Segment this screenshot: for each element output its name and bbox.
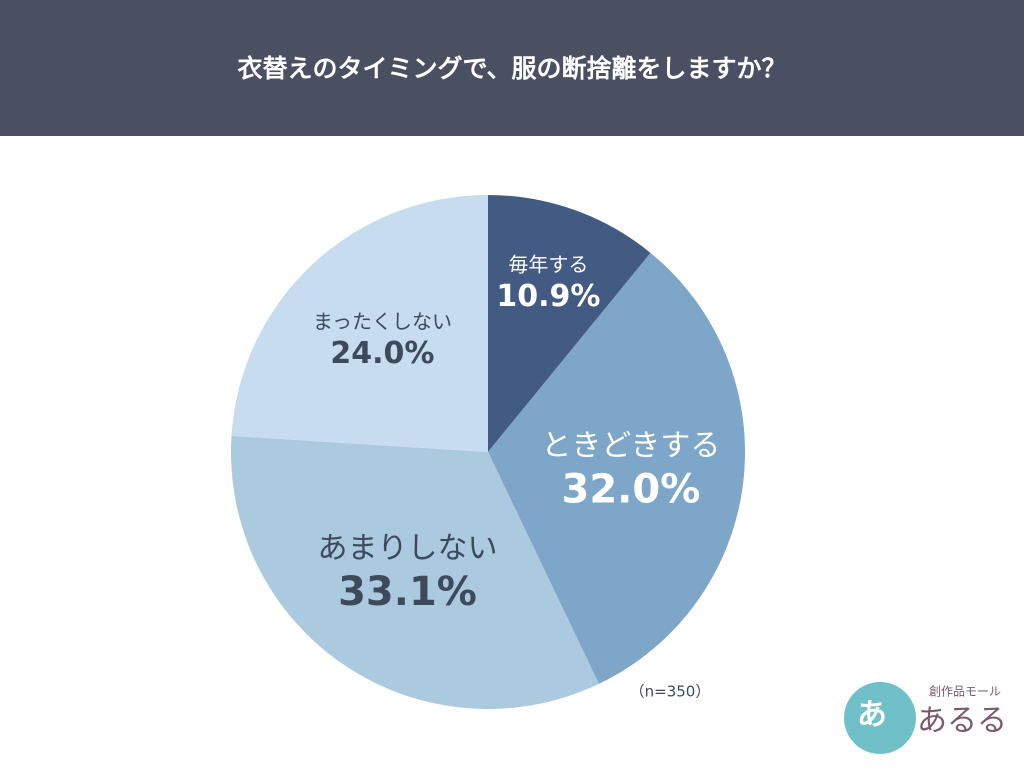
slice-value-label: 32.0% <box>562 467 701 513</box>
pie-slice <box>488 195 651 452</box>
chart-title: 衣替えのタイミングで、服の断捨離をしますか？ <box>237 54 786 83</box>
slice-label: まったくしない <box>313 310 452 334</box>
header-bar <box>0 0 1024 136</box>
logo-icon: あ <box>857 698 887 733</box>
slice-label: 毎年する <box>508 253 588 277</box>
slice-value-label: 24.0% <box>330 336 434 371</box>
slice-label: ときどきする <box>541 429 720 464</box>
slice-value-label: 10.9% <box>496 279 600 314</box>
annotation: （n=350） <box>630 683 711 701</box>
pie-slice <box>230 435 599 710</box>
logo-circle <box>844 682 916 754</box>
pie-slice <box>488 252 746 684</box>
pie-slice <box>231 195 488 452</box>
slice-value-label: 33.1% <box>338 569 477 615</box>
logo: あ 創作品モール あるる <box>844 682 1007 754</box>
logo-small: 創作品モール <box>929 685 1001 699</box>
slice-label: あまりしない <box>317 531 497 566</box>
logo-main: あるる <box>917 704 1007 739</box>
